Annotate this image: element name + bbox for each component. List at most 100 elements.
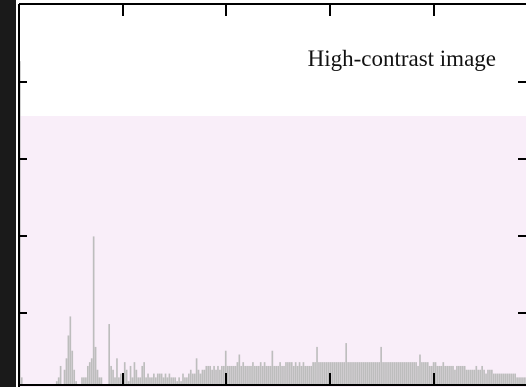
histogram-bar: [172, 377, 175, 385]
histogram-bar: [399, 362, 402, 385]
histogram-bar: [485, 373, 487, 385]
histogram-bar: [209, 365, 212, 385]
histogram-bar: [442, 362, 445, 385]
histogram-bar: [255, 365, 258, 385]
histogram-bar: [123, 362, 126, 385]
histogram-bar: [281, 365, 283, 385]
histogram-bar: [114, 377, 116, 385]
histogram-bar: [186, 377, 188, 385]
histogram-bar: [168, 373, 171, 385]
histogram-bar: [430, 365, 433, 385]
histogram-bar: [366, 362, 369, 385]
histogram-bar: [461, 365, 464, 385]
histogram-bar: [20, 377, 23, 385]
histogram-bar: [327, 362, 330, 385]
histogram-bar: [133, 362, 136, 385]
histogram-bar: [465, 369, 468, 385]
histogram-bar: [182, 373, 184, 385]
histogram-bar: [265, 365, 268, 385]
histogram-bar: [349, 362, 351, 385]
histogram-bar: [456, 365, 458, 385]
histogram-bar: [149, 377, 151, 385]
histogram-bar: [415, 362, 417, 385]
histogram-bar: [483, 369, 485, 385]
histogram-bar: [304, 365, 307, 385]
histogram-bar: [129, 365, 132, 385]
plot-shaded-region: [19, 116, 526, 387]
histogram-bar: [467, 369, 470, 385]
histogram-bar: [269, 365, 272, 385]
histogram-bar: [347, 362, 349, 385]
histogram-bar: [166, 377, 169, 385]
histogram-bar: [331, 362, 334, 385]
histogram-bar: [75, 381, 77, 385]
histogram-bar: [518, 377, 520, 385]
histogram-bar: [174, 377, 177, 385]
histogram-bar: [154, 377, 157, 385]
histogram-bar: [164, 373, 167, 385]
histogram-bar: [378, 362, 381, 385]
histogram-bar: [275, 365, 278, 385]
histogram-bar: [458, 365, 460, 385]
histogram-bar: [217, 365, 219, 385]
histogram-bar: [211, 369, 213, 385]
histogram-bar: [108, 324, 111, 385]
histogram-bar: [92, 236, 95, 385]
histogram-bar: [141, 365, 144, 385]
histogram-bar: [510, 373, 513, 385]
histogram-bar: [463, 365, 466, 385]
histogram-bar: [403, 362, 406, 385]
histogram-bar: [339, 362, 342, 385]
histogram-bar: [289, 362, 291, 385]
histogram-bar: [189, 369, 192, 385]
histogram-bar: [316, 346, 318, 385]
histogram-bar: [294, 362, 297, 385]
histogram-bar: [498, 373, 501, 385]
histogram-bar: [263, 362, 266, 385]
histogram-bar: [287, 362, 289, 385]
histogram-bar: [201, 369, 204, 385]
histogram-bar: [310, 365, 313, 385]
histogram-bar: [120, 373, 122, 385]
histogram-bar: [250, 365, 252, 385]
histogram-bar: [158, 373, 161, 385]
histogram-bar: [444, 365, 447, 385]
histogram-bar: [419, 354, 421, 385]
histogram-bar: [55, 381, 58, 385]
histogram-bar: [143, 362, 145, 385]
histogram-bar: [151, 377, 153, 385]
histogram-bar: [500, 373, 503, 385]
histogram-bar: [110, 365, 112, 385]
histogram-bar: [516, 377, 518, 385]
histogram-bar: [88, 362, 91, 385]
plot-background-top: [19, 4, 526, 116]
histogram-bar: [409, 362, 412, 385]
histogram-bar: [283, 365, 285, 385]
histogram-bar: [345, 343, 347, 385]
histogram-bar: [277, 365, 280, 385]
histogram-bar: [487, 369, 489, 385]
histogram-bar: [90, 358, 93, 385]
histogram-bar: [355, 362, 357, 385]
histogram-bar: [85, 377, 87, 385]
histogram-bar: [94, 346, 97, 385]
histogram-bar: [271, 350, 274, 385]
histogram-bar: [494, 373, 497, 385]
histogram-bar: [285, 362, 287, 385]
histogram-bar: [240, 365, 243, 385]
histogram-bar: [222, 365, 225, 385]
histogram-bar: [131, 377, 134, 385]
histogram-bar: [188, 373, 190, 385]
histogram-bar: [351, 362, 353, 385]
histogram-bar: [492, 373, 495, 385]
histogram-bar: [514, 373, 516, 385]
histogram-bar: [471, 369, 474, 385]
histogram-bar: [180, 381, 182, 385]
histogram-bar: [502, 373, 505, 385]
histogram-bar: [279, 362, 281, 385]
histogram-bar: [83, 377, 85, 385]
histogram-bar: [382, 362, 384, 385]
histogram-bar: [421, 362, 423, 385]
histogram-bar: [473, 369, 476, 385]
histogram-bar: [65, 358, 68, 385]
